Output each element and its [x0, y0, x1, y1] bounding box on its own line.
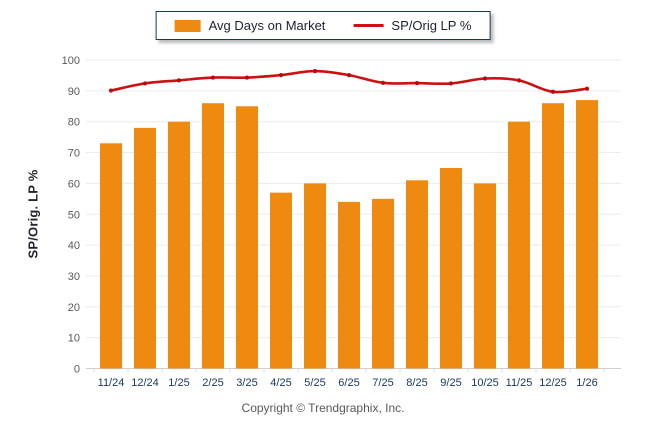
bar-8/25: [406, 180, 428, 369]
y-tick-label-30: 30: [68, 271, 80, 283]
line-legend-swatch-icon: [353, 24, 384, 27]
bar-12/25: [542, 103, 564, 369]
bar-9/25: [440, 167, 462, 369]
x-tick-label-7/25: 7/25: [372, 377, 393, 389]
bar-5/25: [304, 183, 326, 369]
y-tick-label-100: 100: [62, 55, 80, 67]
line-marker-12/25: [550, 89, 556, 94]
y-tick-label-40: 40: [68, 240, 80, 252]
bar-4/25: [270, 192, 292, 369]
bar-1/26: [576, 100, 598, 369]
y-tick-label-50: 50: [68, 209, 80, 221]
x-tick-label-8/25: 8/25: [406, 377, 427, 389]
bar-legend-swatch-icon: [174, 19, 201, 32]
legend: Avg Days on Market SP/Orig LP %: [155, 11, 491, 40]
line-marker-12/24: [142, 81, 148, 86]
line-marker-11/24: [108, 88, 114, 93]
copyright-text: Copyright © Trendgraphix, Inc.: [241, 401, 405, 415]
bar-11/24: [100, 143, 122, 369]
x-tick-label-11/24: 11/24: [98, 377, 125, 389]
x-tick-label-3/25: 3/25: [236, 377, 257, 389]
bar-legend-label: Avg Days on Market: [208, 18, 326, 33]
x-tick-label-1/25: 1/25: [168, 377, 189, 389]
y-tick-label-20: 20: [68, 302, 80, 314]
legend-item-line: SP/Orig LP %: [353, 18, 471, 33]
y-tick-label-10: 10: [68, 333, 80, 345]
line-marker-5/25: [312, 69, 318, 74]
line-marker-9/25: [448, 81, 454, 86]
x-tick-label-10/25: 10/25: [471, 377, 499, 389]
x-tick-label-4/25: 4/25: [270, 377, 291, 389]
x-tick-label-2/25: 2/25: [202, 377, 223, 389]
y-tick-label-0: 0: [74, 364, 80, 376]
bar-12/24: [134, 127, 156, 369]
line-marker-4/25: [278, 73, 284, 78]
bar-3/25: [236, 106, 258, 369]
bar-2/25: [202, 103, 224, 369]
x-tick-label-12/25: 12/25: [539, 377, 567, 389]
y-tick-label-80: 80: [68, 117, 80, 129]
line-marker-1/25: [176, 78, 182, 83]
line-marker-11/25: [516, 78, 522, 83]
x-tick-label-9/25: 9/25: [440, 377, 461, 389]
x-tick-label-5/25: 5/25: [304, 377, 325, 389]
x-tick-label-12/24: 12/24: [131, 377, 159, 389]
line-marker-8/25: [414, 81, 420, 86]
bar-10/25: [474, 183, 496, 369]
x-tick-label-11/25: 11/25: [506, 377, 533, 389]
y-tick-label-60: 60: [68, 178, 80, 190]
line-marker-3/25: [244, 75, 250, 80]
line-marker-6/25: [346, 73, 352, 78]
bar-11/25: [508, 121, 530, 369]
x-tick-label-6/25: 6/25: [338, 377, 359, 389]
line-marker-7/25: [380, 80, 386, 85]
bar-1/25: [168, 121, 190, 369]
line-marker-10/25: [482, 76, 488, 81]
x-tick-label-1/26: 1/26: [576, 377, 597, 389]
bar-6/25: [338, 201, 360, 369]
line-marker-1/26: [584, 86, 590, 91]
line-marker-2/25: [210, 75, 216, 80]
legend-item-bar: Avg Days on Market: [174, 18, 326, 33]
y-tick-label-90: 90: [68, 86, 80, 98]
y-tick-label-70: 70: [68, 148, 80, 160]
line-legend-label: SP/Orig LP %: [391, 18, 472, 33]
bar-7/25: [372, 198, 394, 369]
